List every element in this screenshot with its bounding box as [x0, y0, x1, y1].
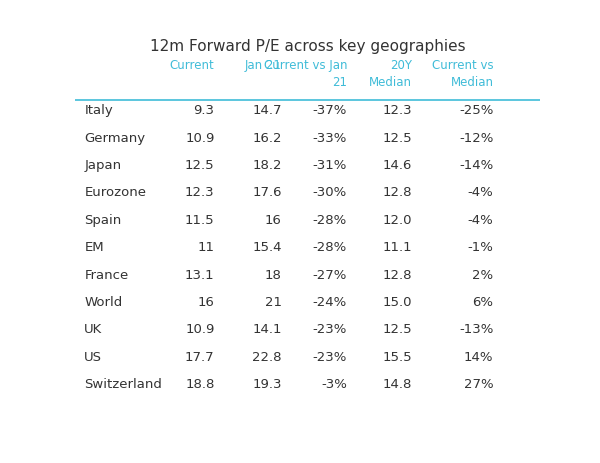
Text: 6%: 6% [473, 296, 493, 309]
Text: 10.9: 10.9 [185, 324, 215, 337]
Text: 17.6: 17.6 [253, 187, 282, 200]
Text: 19.3: 19.3 [253, 378, 282, 391]
Text: 14.8: 14.8 [383, 378, 412, 391]
Text: -13%: -13% [459, 324, 493, 337]
Text: Current vs: Current vs [432, 59, 493, 72]
Text: 13.1: 13.1 [185, 269, 215, 282]
Text: Japan: Japan [84, 159, 121, 172]
Text: 9.3: 9.3 [193, 104, 215, 117]
Text: Median: Median [451, 76, 493, 89]
Text: 12.8: 12.8 [383, 269, 412, 282]
Text: -3%: -3% [321, 378, 347, 391]
Text: -30%: -30% [313, 187, 347, 200]
Text: France: France [84, 269, 128, 282]
Text: 2%: 2% [472, 269, 493, 282]
Text: -4%: -4% [468, 187, 493, 200]
Text: -37%: -37% [313, 104, 347, 117]
Text: Germany: Germany [84, 131, 145, 145]
Text: -27%: -27% [313, 269, 347, 282]
Text: -14%: -14% [459, 159, 493, 172]
Text: 12.5: 12.5 [185, 159, 215, 172]
Text: EM: EM [84, 241, 104, 254]
Text: Italy: Italy [84, 104, 113, 117]
Text: Jan 21: Jan 21 [245, 59, 282, 72]
Text: 16: 16 [265, 214, 282, 227]
Text: 12.5: 12.5 [383, 324, 412, 337]
Text: 17.7: 17.7 [185, 351, 215, 364]
Text: Eurozone: Eurozone [84, 187, 146, 200]
Text: -28%: -28% [313, 214, 347, 227]
Text: 14.1: 14.1 [253, 324, 282, 337]
Text: -23%: -23% [313, 351, 347, 364]
Text: 21: 21 [265, 296, 282, 309]
Text: 16.2: 16.2 [253, 131, 282, 145]
Text: World: World [84, 296, 122, 309]
Text: 22.8: 22.8 [253, 351, 282, 364]
Text: 15.5: 15.5 [383, 351, 412, 364]
Text: 15.4: 15.4 [253, 241, 282, 254]
Text: 12.3: 12.3 [383, 104, 412, 117]
Text: 21: 21 [332, 76, 347, 89]
Text: -4%: -4% [468, 214, 493, 227]
Text: 27%: 27% [464, 378, 493, 391]
Text: -12%: -12% [459, 131, 493, 145]
Text: UK: UK [84, 324, 103, 337]
Text: Median: Median [369, 76, 412, 89]
Text: 15.0: 15.0 [383, 296, 412, 309]
Text: 11.5: 11.5 [185, 214, 215, 227]
Text: 14.7: 14.7 [253, 104, 282, 117]
Text: 12.3: 12.3 [185, 187, 215, 200]
Text: US: US [84, 351, 102, 364]
Text: 12m Forward P/E across key geographies: 12m Forward P/E across key geographies [149, 39, 466, 54]
Text: Switzerland: Switzerland [84, 378, 162, 391]
Text: 11: 11 [197, 241, 215, 254]
Text: 10.9: 10.9 [185, 131, 215, 145]
Text: -23%: -23% [313, 324, 347, 337]
Text: 16: 16 [197, 296, 215, 309]
Text: 12.8: 12.8 [383, 187, 412, 200]
Text: 18.2: 18.2 [253, 159, 282, 172]
Text: 14.6: 14.6 [383, 159, 412, 172]
Text: 18: 18 [265, 269, 282, 282]
Text: -24%: -24% [313, 296, 347, 309]
Text: -28%: -28% [313, 241, 347, 254]
Text: 20Y: 20Y [390, 59, 412, 72]
Text: 12.5: 12.5 [383, 131, 412, 145]
Text: 18.8: 18.8 [185, 378, 215, 391]
Text: 14%: 14% [464, 351, 493, 364]
Text: -25%: -25% [459, 104, 493, 117]
Text: -33%: -33% [313, 131, 347, 145]
Text: Current: Current [170, 59, 215, 72]
Text: 12.0: 12.0 [383, 214, 412, 227]
Text: 11.1: 11.1 [383, 241, 412, 254]
Text: -1%: -1% [467, 241, 493, 254]
Text: Current vs Jan: Current vs Jan [263, 59, 347, 72]
Text: Spain: Spain [84, 214, 122, 227]
Text: -31%: -31% [313, 159, 347, 172]
